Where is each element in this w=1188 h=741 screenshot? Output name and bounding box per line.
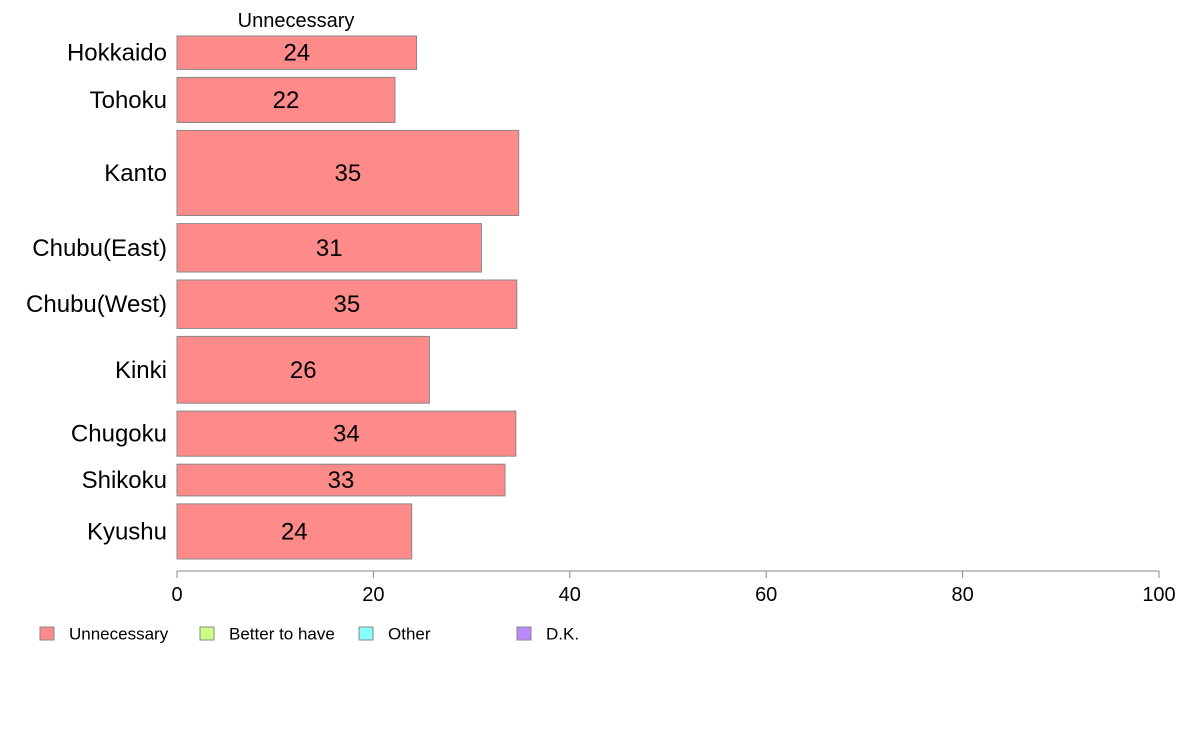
data-label: 31 [316,235,343,262]
x-tick-label: 40 [559,584,581,606]
bar-chubu-west [176,279,518,329]
data-label: 35 [334,291,361,318]
category-label: Shikoku [82,467,167,494]
bar-chubu-east [176,223,482,273]
category-label: Kinki [115,357,167,384]
x-tick-label: 20 [362,584,384,606]
category-label: Tohoku [90,87,167,114]
data-label: 24 [281,519,308,546]
data-label: 34 [333,421,360,448]
category-label: Chugoku [71,421,167,448]
legend: Unnecessary Better to have Other D.K. [39,625,579,644]
legend-swatch [199,626,215,641]
x-tick-label: 0 [171,584,182,606]
data-label: 24 [283,40,310,67]
bars-group: 24 Hokkaido 22 Tohoku 35 Kanto 31 Chubu(East) 35… [26,35,520,560]
bar-tohoku [176,76,396,123]
data-label: 33 [328,467,355,494]
category-label: Chubu(West) [26,291,167,318]
legend-label: D.K. [546,625,579,644]
category-label: Kanto [104,160,167,187]
legend-swatch [39,626,55,641]
x-tick-label: 60 [755,584,777,606]
category-label: Hokkaido [67,40,167,67]
data-label: 35 [335,160,362,187]
x-tick-label: 80 [951,584,973,606]
legend-label: Other [388,625,431,644]
x-axis: 0 20 40 60 80 100 [171,570,1176,606]
bar-shikoku [176,463,506,497]
category-label: Kyushu [87,519,167,546]
bar-hokkaido [176,35,418,70]
bar-kanto [176,129,520,216]
bar-kyushu [176,503,413,560]
x-tick-label: 100 [1142,584,1175,606]
category-label: Chubu(East) [32,235,167,262]
data-label: 26 [290,357,317,384]
bar-chugoku [176,410,517,457]
legend-swatch [516,626,532,641]
legend-swatch [358,626,374,641]
data-label: 22 [273,87,300,114]
legend-label: Unnecessary [69,625,169,644]
bar-kinki [176,335,430,404]
panel-title: Unnecessary [238,10,355,32]
legend-label: Better to have [229,625,335,644]
